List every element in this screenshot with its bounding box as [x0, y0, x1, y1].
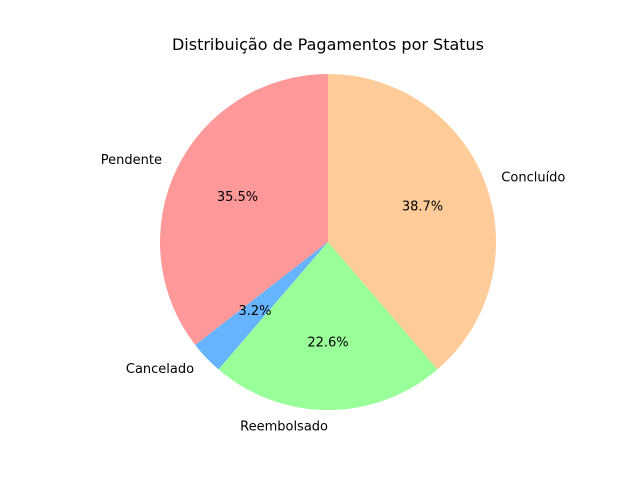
pie-labels: Pendente 35.5% Cancelado 3.2% Reembolsado 22.… [101, 153, 566, 434]
pie-slice-concluido [328, 74, 496, 370]
slice-percentage-label: 35.5% [217, 190, 258, 205]
chart-title: Distribuição de Pagamentos por Status [172, 35, 484, 54]
pie-slices [159, 74, 496, 410]
slice-percentage-label: 38.7% [402, 200, 443, 215]
slice-label: Concluído [501, 170, 565, 185]
slice-label: Cancelado [126, 362, 194, 377]
slice-percentage-label: 22.6% [307, 335, 348, 350]
pie-slice-reembolsado [218, 242, 438, 410]
slice-percentage-label: 3.2% [238, 304, 271, 319]
pie-slice-pendente [159, 74, 328, 345]
pie-slice-cancelado [195, 242, 328, 370]
slice-label: Pendente [101, 153, 162, 168]
slice-label: Reembolsado [240, 419, 328, 434]
